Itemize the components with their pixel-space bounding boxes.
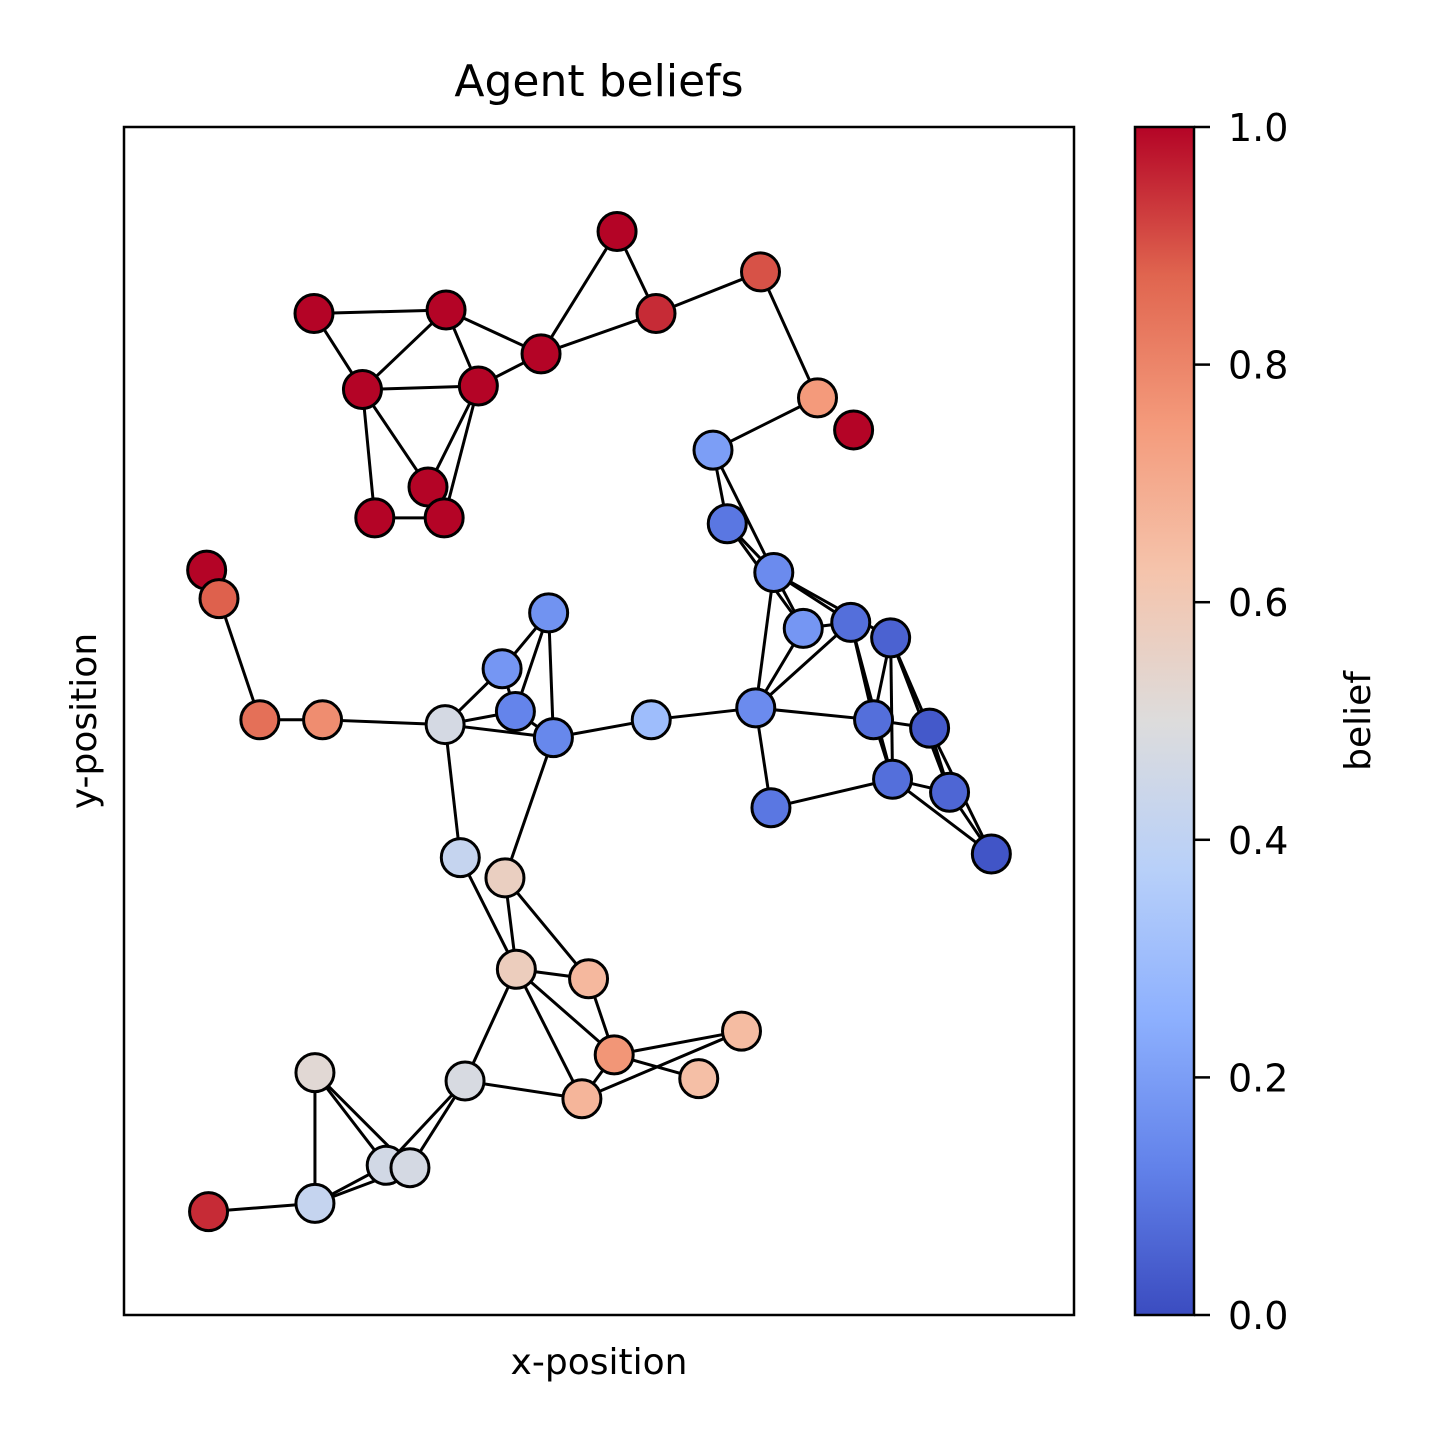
agent-node [444,1060,486,1102]
agent-node [750,787,792,829]
network-edge [889,637,895,780]
agent-node [692,429,734,471]
colorbar-ticks: 0.0 0.2 0.4 0.6 0.8 1.0 [1194,106,1288,1338]
agent-node [495,948,537,990]
network-edge [613,1029,742,1057]
y-axis-label: y-position [64,633,105,809]
network-edge [754,572,776,709]
agent-node [870,617,912,659]
agent-node [494,690,536,732]
nodes-layer [186,211,1012,1233]
network-edge [515,968,584,1100]
agent-node [706,503,748,545]
agent-node [294,1052,336,1094]
x-axis-label: x-position [511,1342,688,1383]
network-edge [442,385,480,519]
network-edge [770,777,893,810]
network-edge [759,271,819,399]
agent-node [528,592,570,634]
agent-node [929,771,971,813]
colorbar-tick-label: 0.6 [1228,581,1288,625]
colorbar: 0.0 0.2 0.4 0.6 0.8 1.0 belief [1133,106,1379,1338]
agent-node [293,293,335,335]
agent-node [970,833,1012,875]
plot-area [122,125,1076,1317]
agent-node [198,578,240,620]
agent-node [596,211,638,253]
agent-node [635,293,677,335]
network-edge [503,876,590,980]
agent-node [735,687,777,729]
colorbar-tick-label: 0.8 [1228,344,1288,388]
agent-node [302,699,344,741]
network-edge [443,724,462,858]
network-edge [503,737,555,879]
agent-node [909,707,951,749]
agent-node [520,333,562,375]
colorbar-tick-label: 1.0 [1228,106,1288,150]
agent-node [532,717,574,759]
network-edge [458,856,518,970]
agent-node [561,1078,603,1120]
network-edge [773,571,892,640]
network-edge [547,612,555,738]
network-edge [217,598,262,721]
network-edge [360,389,377,518]
agent-node [354,497,396,539]
chart-title: Agent beliefs [454,56,743,107]
agent-node [721,1010,762,1052]
network-edge [754,621,852,710]
agent-node [593,1034,635,1076]
agent-node [239,699,281,741]
colorbar-tick-label: 0.0 [1228,1294,1288,1338]
colorbar-gradient [1133,125,1196,1317]
agent-node [782,607,824,649]
agent-node [389,1147,431,1189]
agent-node [833,409,875,451]
agent-node [630,699,672,741]
agent-node [424,704,466,746]
agent-node [830,601,872,643]
agent-node [425,289,467,331]
agent-node [439,837,481,879]
colorbar-tick-label: 0.4 [1228,819,1288,863]
agent-node [853,699,895,741]
agent-node [753,552,795,593]
agent-node [188,1191,230,1233]
agent-node [678,1058,720,1100]
plot-frame [122,125,1076,1317]
network-edge [539,230,619,355]
agent-node [568,958,610,1000]
agent-node [740,251,781,293]
network-edge [515,968,616,1056]
agent-node [872,758,914,800]
network-edge [581,1029,743,1101]
agent-node [481,648,523,690]
agent-node [294,1182,336,1224]
colorbar-label: belief [1338,670,1379,771]
agent-node [797,377,838,419]
agent-node [457,365,499,407]
network-edge [313,308,447,316]
agent-node [341,369,383,411]
network-edge [891,778,993,856]
colorbar-tick-label: 0.2 [1228,1056,1288,1100]
agent-node [423,497,465,539]
agent-node [484,857,526,899]
